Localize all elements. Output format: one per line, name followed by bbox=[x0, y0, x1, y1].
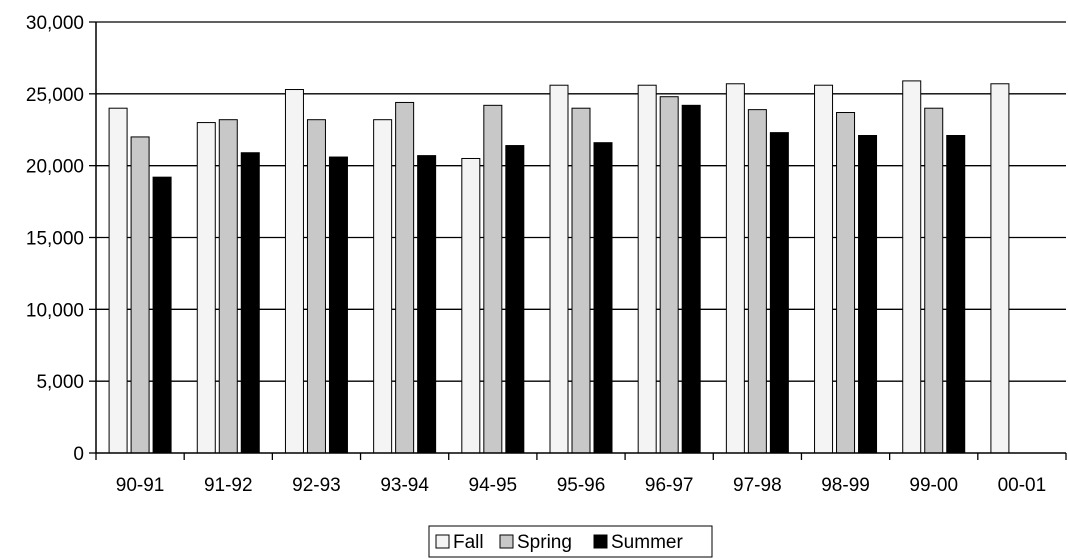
x-tick-label: 97-98 bbox=[733, 475, 782, 496]
bar-summer-90-91 bbox=[152, 176, 172, 454]
legend-swatch-summer bbox=[593, 534, 608, 549]
x-tick-label: 90-91 bbox=[116, 475, 165, 496]
bar-summer-93-94 bbox=[417, 155, 437, 454]
legend-swatch-fall bbox=[435, 534, 450, 549]
legend-label-spring: Spring bbox=[517, 532, 572, 553]
y-tick-label: 25,000 bbox=[26, 85, 84, 106]
bar-summer-97-98 bbox=[769, 132, 789, 454]
bar-spring-98-99 bbox=[836, 112, 856, 454]
x-tick-label: 00-01 bbox=[998, 475, 1047, 496]
y-tick-label: 5,000 bbox=[36, 372, 84, 393]
bar-fall-99-00 bbox=[902, 80, 922, 454]
bar-spring-96-97 bbox=[659, 96, 679, 454]
x-tick-label: 95-96 bbox=[557, 475, 606, 496]
bar-fall-90-91 bbox=[108, 107, 128, 454]
bar-fall-95-96 bbox=[549, 84, 569, 454]
bar-summer-99-00 bbox=[946, 134, 966, 454]
bar-fall-91-92 bbox=[196, 122, 216, 454]
x-tick-label: 96-97 bbox=[645, 475, 694, 496]
bar-fall-98-99 bbox=[814, 84, 834, 454]
x-tick-label: 92-93 bbox=[292, 475, 341, 496]
bar-summer-92-93 bbox=[328, 156, 348, 454]
bar-spring-99-00 bbox=[924, 107, 944, 454]
bar-summer-95-96 bbox=[593, 142, 613, 454]
bar-summer-98-99 bbox=[858, 134, 878, 454]
bar-spring-92-93 bbox=[306, 119, 326, 454]
y-tick-label: 30,000 bbox=[26, 13, 84, 34]
legend-label-fall: Fall bbox=[453, 532, 484, 553]
bar-spring-94-95 bbox=[483, 104, 503, 454]
bar-summer-91-92 bbox=[240, 152, 260, 454]
x-tick-label: 91-92 bbox=[204, 475, 253, 496]
y-tick-label: 20,000 bbox=[26, 157, 84, 178]
y-axis-tick-labels: 0 5,000 10,000 15,000 20,000 25,000 30,000 bbox=[26, 13, 96, 465]
bar-spring-97-98 bbox=[747, 109, 767, 454]
legend-swatch-spring bbox=[499, 534, 514, 549]
y-tick-label: 15,000 bbox=[26, 229, 84, 250]
x-axis-tick-labels: 90-91 91-92 92-93 93-94 94-95 95-96 96-97 97-98… bbox=[95, 453, 1067, 496]
bar-summer-94-95 bbox=[505, 145, 525, 454]
bar-spring-93-94 bbox=[395, 101, 415, 454]
bar-fall-92-93 bbox=[284, 89, 304, 454]
bar-fall-96-97 bbox=[637, 84, 657, 454]
y-tick-label: 0 bbox=[73, 444, 84, 465]
x-tick-label: 99-00 bbox=[909, 475, 958, 496]
bar-spring-90-91 bbox=[130, 136, 150, 454]
bar-spring-95-96 bbox=[571, 107, 591, 454]
bar-spring-91-92 bbox=[218, 119, 238, 454]
bar-fall-00-01 bbox=[990, 83, 1010, 454]
bar-fall-97-98 bbox=[725, 83, 745, 454]
bar-fall-94-95 bbox=[461, 157, 481, 454]
x-tick-label: 94-95 bbox=[469, 475, 518, 496]
legend-box bbox=[428, 525, 713, 558]
x-tick-label: 98-99 bbox=[821, 475, 870, 496]
bars bbox=[108, 80, 1010, 454]
y-tick-label: 10,000 bbox=[26, 300, 84, 321]
bar-summer-96-97 bbox=[681, 104, 701, 454]
x-tick-label: 93-94 bbox=[380, 475, 429, 496]
legend: Fall Spring Summer bbox=[428, 525, 713, 558]
bar-fall-93-94 bbox=[373, 119, 393, 454]
legend-label-summer: Summer bbox=[611, 532, 683, 553]
